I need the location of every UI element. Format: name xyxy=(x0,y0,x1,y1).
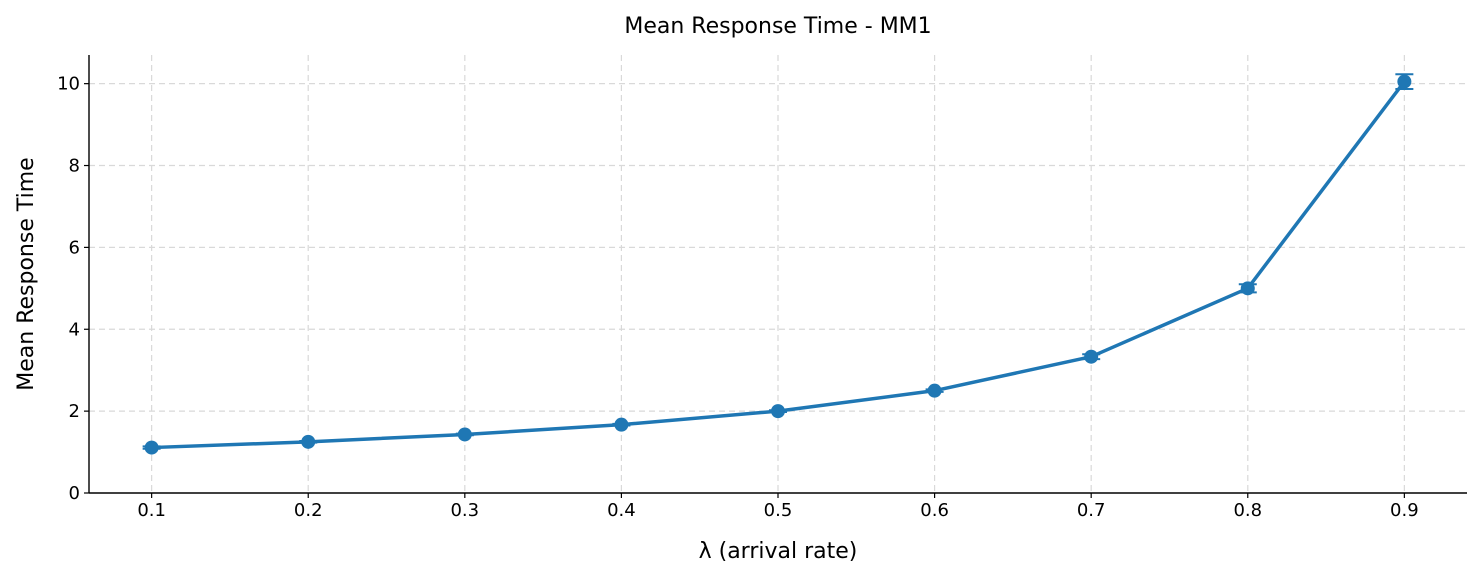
y-tick-label: 2 xyxy=(69,401,80,422)
data-point xyxy=(144,440,159,455)
x-ticks: 0.1 0.2 0.3 0.4 0.5 0.6 0.7 0.8 0.9 xyxy=(137,493,1419,521)
series xyxy=(142,73,1414,455)
y-tick-label: 6 xyxy=(69,237,80,258)
y-tick-label: 0 xyxy=(69,483,80,504)
x-axis-label: λ (arrival rate) xyxy=(699,539,858,564)
x-tick-label: 0.6 xyxy=(920,500,949,521)
x-tick-label: 0.5 xyxy=(764,500,793,521)
data-point xyxy=(1084,349,1099,364)
x-tick-label: 0.1 xyxy=(137,500,166,521)
data-point xyxy=(927,383,942,398)
y-axis-label: Mean Response Time xyxy=(14,157,39,390)
x-tick-label: 0.4 xyxy=(607,500,636,521)
x-tick-label: 0.3 xyxy=(450,500,479,521)
y-ticks: 0 2 4 6 8 10 xyxy=(57,74,89,504)
data-point xyxy=(614,417,629,432)
data-point xyxy=(771,404,785,419)
data-point xyxy=(301,434,316,449)
x-tick-label: 0.9 xyxy=(1390,500,1419,521)
chart-title: Mean Response Time - MM1 xyxy=(624,14,931,39)
data-point xyxy=(1397,74,1412,89)
data-point xyxy=(1240,281,1255,296)
x-tick-label: 0.2 xyxy=(294,500,323,521)
y-tick-label: 8 xyxy=(69,156,80,177)
x-tick-label: 0.8 xyxy=(1233,500,1262,521)
y-tick-label: 4 xyxy=(69,319,80,340)
data-point xyxy=(457,427,472,442)
x-tick-label: 0.7 xyxy=(1077,500,1106,521)
y-tick-label: 10 xyxy=(57,74,80,95)
